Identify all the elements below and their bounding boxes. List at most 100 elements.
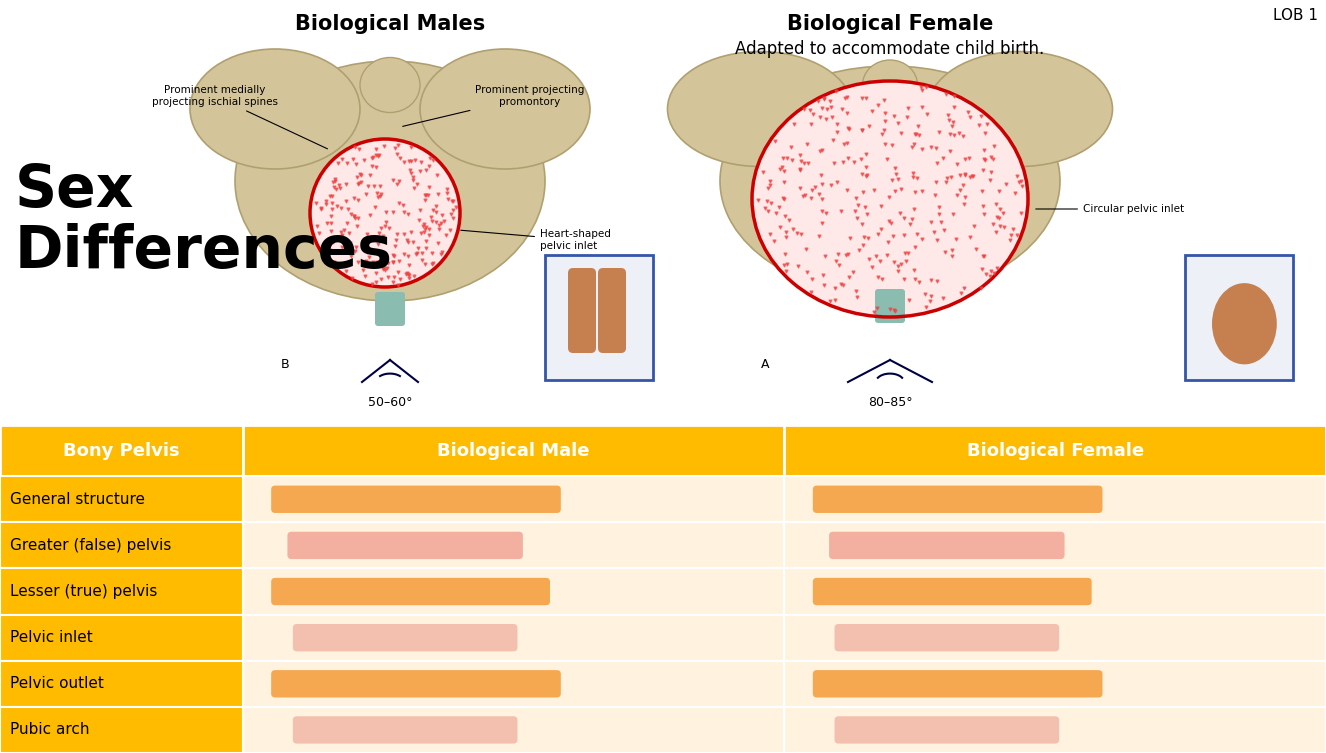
Point xyxy=(871,273,892,285)
Point xyxy=(399,155,420,167)
Point xyxy=(306,220,328,232)
Point xyxy=(345,141,366,153)
Point xyxy=(980,151,1001,163)
Point xyxy=(321,203,342,215)
Point xyxy=(833,139,854,151)
Point xyxy=(953,282,975,294)
Point xyxy=(857,208,878,220)
Point xyxy=(837,152,858,164)
Point xyxy=(320,191,341,203)
Point xyxy=(361,160,382,172)
Point xyxy=(390,273,411,285)
Point xyxy=(357,228,378,240)
Point xyxy=(422,258,443,270)
FancyBboxPatch shape xyxy=(375,292,404,326)
Point xyxy=(935,176,956,188)
Point xyxy=(428,219,450,231)
Point xyxy=(837,184,858,197)
Point xyxy=(385,142,406,154)
Point xyxy=(347,178,369,191)
Point xyxy=(309,227,330,239)
FancyBboxPatch shape xyxy=(598,268,626,353)
Point xyxy=(941,120,963,132)
Point xyxy=(965,242,987,255)
Point xyxy=(346,172,367,184)
Bar xyxy=(0,425,243,476)
Point xyxy=(415,242,436,254)
Point xyxy=(335,218,357,230)
Point xyxy=(765,207,786,219)
Point xyxy=(386,148,407,160)
Point xyxy=(383,271,404,283)
Text: A: A xyxy=(761,358,769,371)
Bar xyxy=(243,425,785,476)
Point xyxy=(419,223,440,235)
Point xyxy=(1002,223,1024,235)
Point xyxy=(814,279,835,291)
Point xyxy=(983,218,1004,230)
Point xyxy=(894,247,915,259)
Point xyxy=(355,237,377,249)
Point xyxy=(825,255,846,267)
Point xyxy=(330,202,351,214)
Point xyxy=(365,148,386,160)
Point xyxy=(857,169,878,181)
Point xyxy=(748,194,769,206)
Point xyxy=(756,195,777,207)
FancyBboxPatch shape xyxy=(271,670,561,697)
Point xyxy=(418,188,439,200)
Point xyxy=(812,206,833,218)
Point xyxy=(837,91,858,103)
Point xyxy=(815,207,837,219)
Point xyxy=(426,200,447,212)
Text: LOB 1: LOB 1 xyxy=(1273,8,1318,23)
Point xyxy=(339,237,361,249)
Point xyxy=(924,189,945,201)
Ellipse shape xyxy=(862,60,918,110)
Text: General structure: General structure xyxy=(11,492,145,507)
Point xyxy=(320,218,341,230)
Point xyxy=(812,194,833,206)
Bar xyxy=(243,707,785,753)
Point xyxy=(780,141,801,153)
Point xyxy=(350,169,371,181)
Point xyxy=(908,129,930,141)
Point xyxy=(790,182,812,194)
Point xyxy=(774,210,796,222)
Point xyxy=(427,236,448,248)
Point xyxy=(431,218,452,230)
Point xyxy=(398,208,419,220)
Point xyxy=(316,217,337,229)
Point xyxy=(777,152,798,164)
Bar xyxy=(0,660,243,707)
Point xyxy=(826,126,847,138)
FancyBboxPatch shape xyxy=(271,486,561,513)
Point xyxy=(867,227,888,239)
Point xyxy=(911,101,932,113)
Point xyxy=(866,302,887,314)
Point xyxy=(975,154,996,166)
Point xyxy=(894,273,915,285)
Text: B: B xyxy=(281,358,289,371)
Point xyxy=(778,215,800,227)
Point xyxy=(328,157,349,169)
Point xyxy=(991,203,1012,215)
Point xyxy=(920,274,941,286)
Ellipse shape xyxy=(720,66,1059,296)
Point xyxy=(382,276,403,288)
Point xyxy=(350,176,371,188)
Bar xyxy=(785,707,1326,753)
Point xyxy=(973,249,994,261)
Point xyxy=(810,111,831,123)
Point xyxy=(414,194,435,206)
Point xyxy=(915,81,936,93)
Point xyxy=(971,110,992,122)
Text: Bony Pelvis: Bony Pelvis xyxy=(64,442,179,460)
Point xyxy=(335,265,357,277)
Point xyxy=(843,155,865,167)
FancyBboxPatch shape xyxy=(568,268,595,353)
Point xyxy=(837,122,858,134)
Point xyxy=(418,229,439,241)
Point xyxy=(400,167,422,179)
Point xyxy=(953,197,975,209)
